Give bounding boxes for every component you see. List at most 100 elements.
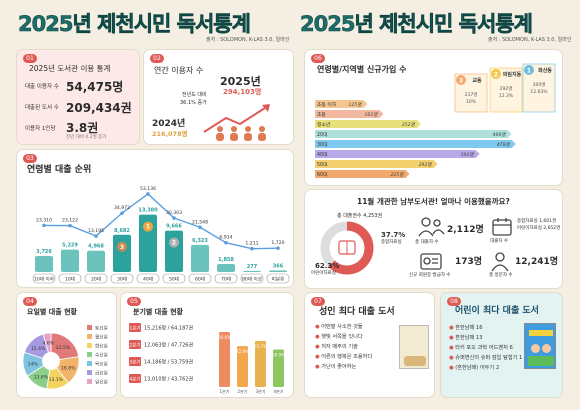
users-icon: [418, 217, 445, 237]
legend-swatch: [87, 334, 92, 339]
book-list-item: ● 흔한남매 16: [449, 325, 483, 331]
age-tick-box: [58, 273, 82, 284]
loan-value-label: 13,380: [138, 208, 158, 214]
age-chart: 23,310 23,122 13,195 34,972 53,136 30,303 21,5…: [32, 186, 290, 284]
age-tick-label: 70대: [221, 276, 231, 283]
book-title: 어른의 행복은 조용하다: [321, 354, 373, 360]
quarter-stats: 12,063명 / 47,726권: [144, 342, 193, 349]
user-value-label: 34,972: [114, 205, 130, 211]
quarter-stats: 13,010명 / 43,762권: [144, 376, 193, 383]
loan-value-label: 6,323: [192, 238, 208, 244]
user-series-point: [224, 240, 228, 245]
bullet-icon: ●: [449, 355, 456, 361]
panel-title: 요일별 대출 현황: [27, 308, 77, 316]
loan-value-label: 3,726: [36, 249, 52, 255]
rank-medal-icon: [143, 221, 153, 232]
loan-bar: [243, 270, 261, 272]
bullet-icon: ●: [315, 364, 322, 370]
signup-bar: [315, 170, 410, 178]
signup-bar: [315, 120, 421, 128]
loan-bar: [269, 270, 287, 272]
page-title-right: 2025년 제천시민 독서통계: [300, 12, 534, 37]
quarter-label: 2분기: [129, 342, 140, 349]
quarter-bar: [219, 331, 230, 387]
rank-number: 3: [120, 244, 124, 251]
pct-general: 37.7%: [381, 231, 406, 239]
loan-bar: [87, 250, 105, 272]
quarter-label: 1분기: [129, 325, 140, 332]
loans-label: 대출된 도서 수: [25, 105, 59, 111]
users-value: 54,475명: [66, 80, 124, 94]
legend-label: 토요일: [95, 325, 108, 332]
page-title-left: 2025년 제천시민 독서통계: [18, 12, 252, 37]
signup-bar: [315, 140, 516, 148]
podium-count: 292명: [500, 85, 513, 92]
signup-value-label: 125명: [349, 102, 363, 108]
age-tick-label: 10대 이하: [34, 276, 55, 283]
age-tick-box: [84, 273, 108, 284]
age-tick-label: 30대: [117, 276, 127, 283]
year-2025: 2025년: [220, 75, 261, 88]
quarter-badge: [129, 374, 141, 383]
signup-category-label: 30대: [317, 141, 328, 148]
book-title: 흔한남매 13: [455, 335, 483, 341]
quarter-badge: [129, 323, 141, 332]
user-value-label: 23,122: [62, 218, 78, 224]
quarter-stats: 14,186명 / 53,759권: [144, 359, 193, 366]
legend-label: 목요일: [95, 361, 108, 368]
podium-rank-badge: [524, 65, 534, 75]
room-share-donut: [320, 221, 374, 275]
user-series-point: [172, 216, 176, 220]
signup-bar: [315, 110, 384, 118]
panel-title: 연령별 대출 순위: [27, 165, 92, 175]
panel-number: 04: [23, 297, 37, 306]
user-series-point: [146, 192, 150, 196]
legend-label: 화요일: [95, 343, 108, 350]
quarter-axis-label: 3분기: [256, 388, 266, 394]
loan-bar: [61, 249, 79, 272]
quarter-axis-label: 1분기: [220, 388, 230, 394]
podium-region: 화산동: [538, 67, 552, 74]
signup-category-label: 청소년: [317, 121, 330, 128]
quarter-axis-label: 4분기: [274, 388, 284, 394]
age-tick-label: 60대: [195, 276, 205, 283]
quarter-bar: [255, 340, 266, 387]
bullet-icon: ●: [449, 325, 456, 331]
podium-pct: 12.3%: [499, 93, 514, 99]
age-tick-label: 50대: [169, 276, 179, 283]
signup-panel: 06 연령별/지역별 신규가입 수 초등 이하 125명 초등 163명 청소년 252명…: [304, 49, 563, 186]
per-user-label: 이용자 1인당: [25, 126, 56, 132]
podium-region: 교동: [472, 77, 482, 84]
pie-value-label: 4.6%: [43, 341, 55, 347]
signup-category-label: 60대: [317, 171, 328, 178]
signup-value-label: 478명: [497, 142, 511, 148]
weekday-pie-chart: 22.5% 토요일 16.8% 월요일 13.1% 화요일 13.6% 수요일 14% 목요일 15…: [22, 325, 108, 390]
age-tick-box: [110, 273, 134, 284]
per-user-note: 전년 대비 0.2권 증가: [66, 135, 107, 140]
pct-children: 62.3%: [315, 262, 340, 270]
quarter-bar: [237, 346, 248, 387]
new-members-label: 신규 회원증 발급자 수: [409, 273, 451, 278]
age-tick-label: 20대: [91, 276, 101, 283]
quarter-pct-label: 20.9%: [272, 352, 285, 357]
panel-number: 02: [150, 54, 164, 63]
user-value-label: 1,211: [245, 241, 258, 247]
new-members-value: 173명: [455, 257, 483, 267]
loan-bar: [191, 244, 209, 272]
book-list-item: ● 햇빛 서쪽을 잇니다: [315, 334, 363, 340]
user-value-label: 23,310: [36, 217, 52, 223]
room-label: 대출자 수: [490, 239, 508, 244]
users-label: 대출 이용자 수: [25, 84, 59, 90]
age-tick-box: [188, 273, 212, 284]
legend-swatch: [87, 325, 92, 330]
panel-title: 2025년 도서관 이용 통계: [29, 64, 111, 73]
panel-number: 05: [127, 297, 141, 306]
room-icon: [492, 218, 512, 236]
loan-value-label: 4,968: [88, 244, 104, 250]
legend-label: 일요일: [95, 379, 108, 386]
quarter-stats: 15,216명 / 64,187권: [144, 325, 193, 332]
panel-number: 06: [311, 54, 325, 63]
book-title: 햇빛 서쪽을 잇니다: [321, 334, 363, 340]
book-list-item: ● 슈퍼변신의 슈퍼 잠입 탐험기 1: [449, 355, 522, 361]
loan-value-label: 8,682: [114, 228, 130, 234]
